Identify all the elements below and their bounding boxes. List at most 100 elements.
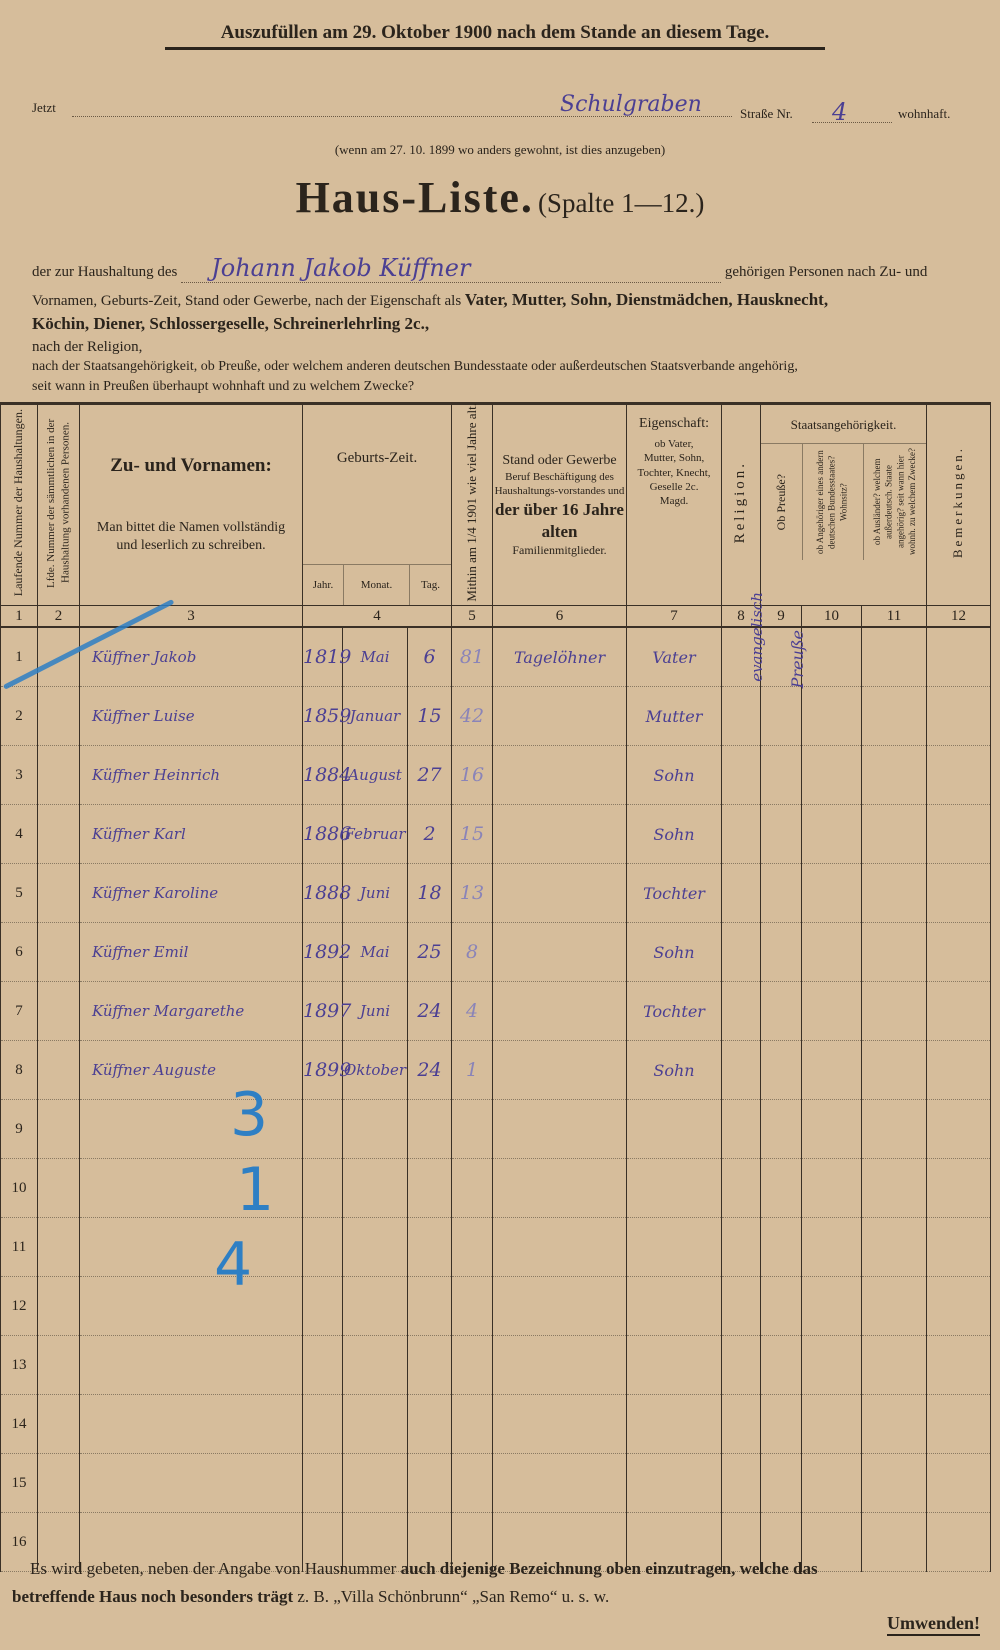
cell-empty bbox=[801, 1512, 863, 1572]
cell-empty bbox=[801, 1040, 863, 1100]
cell-empty bbox=[801, 1217, 863, 1277]
cell-jahr bbox=[302, 1512, 343, 1572]
cell-no: 11 bbox=[0, 1217, 38, 1277]
cell-stand bbox=[492, 1158, 628, 1218]
col1-header: Laufende Nummer der Haushaltungen. bbox=[0, 403, 38, 606]
cell-no: 12 bbox=[0, 1276, 38, 1336]
cell-empty bbox=[926, 981, 992, 1041]
household-line: der zur Haushaltung des Johann Jakob Küf… bbox=[32, 254, 957, 287]
house-number-handwritten: 4 bbox=[832, 98, 848, 126]
col4-header: Geburts-Zeit. Jahr. Monat. Tag. bbox=[301, 403, 453, 606]
cell-empty bbox=[861, 1099, 928, 1159]
colnum-1: 1 bbox=[0, 605, 38, 628]
table-row: 6 Küffner Emil 1892 Mai 25 8 Sohn bbox=[0, 922, 992, 982]
col3-title: Zu- und Vornamen: bbox=[110, 455, 272, 477]
cell-empty bbox=[37, 863, 80, 923]
cell-empty bbox=[37, 981, 80, 1041]
cell-empty bbox=[926, 1217, 992, 1277]
cell-empty bbox=[801, 1276, 863, 1336]
cell-jahr bbox=[302, 1217, 343, 1277]
cell-empty bbox=[801, 745, 863, 805]
cell-tag bbox=[406, 1512, 453, 1572]
household-table: Laufende Nummer der Haushaltungen. Lfde.… bbox=[0, 402, 992, 1572]
cell-empty bbox=[926, 1394, 992, 1454]
cell-eigenschaft bbox=[626, 1335, 723, 1395]
cell-empty bbox=[721, 804, 762, 864]
cell-no: 10 bbox=[0, 1158, 38, 1218]
cell-alter bbox=[451, 1335, 494, 1395]
cell-empty bbox=[721, 745, 762, 805]
cell-name bbox=[79, 1394, 303, 1454]
col6-header: Stand oder Gewerbe Beruf Beschäftigung d… bbox=[492, 403, 628, 606]
preusse-handwritten: Preuße bbox=[788, 630, 807, 689]
instruction-line-5: nach der Staatsangehörigkeit, ob Preuße,… bbox=[32, 359, 798, 374]
cell-name bbox=[79, 1335, 303, 1395]
table-row: 16 bbox=[0, 1512, 992, 1572]
cell-empty bbox=[926, 1512, 992, 1572]
cell-empty bbox=[801, 863, 863, 923]
cell-empty bbox=[37, 1040, 80, 1100]
table-row: 4 Küffner Karl 1886 Februar 2 15 Sohn bbox=[0, 804, 992, 864]
cell-stand: Tagelöhner bbox=[492, 627, 628, 687]
cell-empty bbox=[37, 804, 80, 864]
col3-header: Zu- und Vornamen: Man bittet die Namen v… bbox=[79, 403, 303, 606]
cell-alter bbox=[451, 1217, 494, 1277]
cell-jahr: 1888 bbox=[302, 863, 351, 923]
table-row: 10 bbox=[0, 1158, 992, 1218]
col12-header: Bemerkungen. bbox=[926, 403, 992, 606]
cell-name bbox=[79, 1158, 303, 1218]
cell-eigenschaft: Mutter bbox=[626, 686, 723, 746]
cell-empty bbox=[760, 863, 803, 923]
cell-stand bbox=[492, 1512, 628, 1572]
cell-empty bbox=[721, 686, 762, 746]
cell-alter: 4 bbox=[451, 981, 494, 1041]
table-row: 5 Küffner Karoline 1888 Juni 18 13 Tochter bbox=[0, 863, 992, 923]
cell-jahr: 1899 bbox=[302, 1040, 351, 1100]
cell-eigenschaft bbox=[626, 1099, 723, 1159]
cell-empty bbox=[926, 686, 992, 746]
cell-no: 15 bbox=[0, 1453, 38, 1513]
cell-empty bbox=[721, 627, 762, 687]
cell-jahr: 1886 bbox=[302, 804, 351, 864]
cell-empty bbox=[861, 1040, 928, 1100]
cell-empty bbox=[760, 1099, 803, 1159]
cell-alter: 8 bbox=[451, 922, 494, 982]
cell-stand bbox=[492, 1335, 628, 1395]
jetzt-label: Jetzt bbox=[32, 100, 56, 115]
cell-name: Küffner Karl bbox=[79, 804, 303, 864]
colnum-4: 4 bbox=[301, 605, 453, 628]
cell-name: Küffner Auguste bbox=[79, 1040, 303, 1100]
cell-eigenschaft bbox=[626, 1217, 723, 1277]
header-row: Laufende Nummer der Haushaltungen. Lfde.… bbox=[0, 403, 992, 606]
cell-eigenschaft bbox=[626, 1158, 723, 1218]
cell-alter: 42 bbox=[451, 686, 494, 746]
cell-empty bbox=[926, 1099, 992, 1159]
cell-monat bbox=[342, 1158, 408, 1218]
cell-stand bbox=[492, 686, 628, 746]
cell-empty bbox=[721, 1276, 762, 1336]
cell-empty bbox=[37, 1394, 80, 1454]
cell-empty bbox=[721, 1158, 762, 1218]
cell-stand bbox=[492, 745, 628, 805]
cell-alter bbox=[451, 1158, 494, 1218]
col8-header: Religion. bbox=[721, 403, 762, 606]
cell-stand bbox=[492, 922, 628, 982]
cell-stand bbox=[492, 1099, 628, 1159]
staat-title: Staatsangehörigkeit. bbox=[761, 405, 927, 444]
cell-empty bbox=[861, 686, 928, 746]
cell-stand bbox=[492, 1394, 628, 1454]
cell-tag: 25 bbox=[406, 922, 453, 982]
col11-label: ob Ausländer? welchem außerdeutsch. Staa… bbox=[871, 448, 917, 556]
cell-empty bbox=[926, 1040, 992, 1100]
cell-alter bbox=[451, 1394, 494, 1454]
cell-empty bbox=[760, 1453, 803, 1513]
col9-label: Ob Preuße? bbox=[773, 473, 788, 531]
cell-empty bbox=[721, 863, 762, 923]
cell-no: 1 bbox=[0, 627, 38, 687]
cell-monat: Januar bbox=[342, 686, 408, 746]
cell-monat bbox=[342, 1276, 408, 1336]
cell-eigenschaft bbox=[626, 1394, 723, 1454]
cell-tag bbox=[406, 1158, 453, 1218]
cell-no: 13 bbox=[0, 1335, 38, 1395]
cell-jahr: 1897 bbox=[302, 981, 351, 1041]
